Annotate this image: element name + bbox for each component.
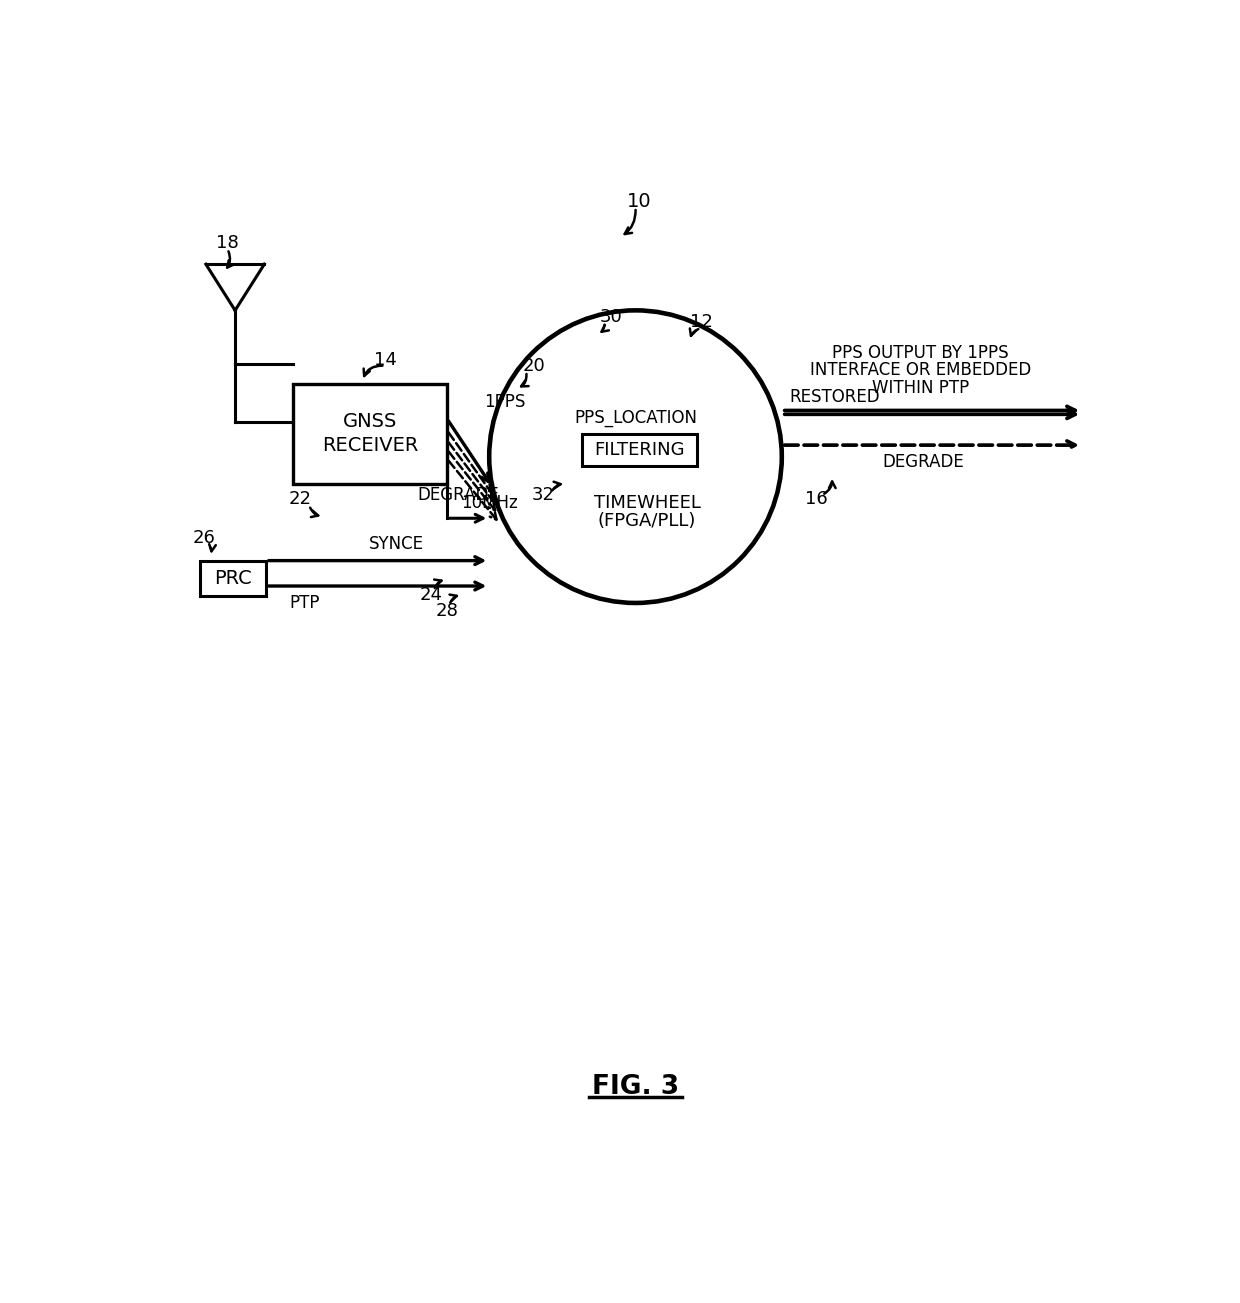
Text: 10MHz: 10MHz <box>461 494 517 512</box>
Text: GNSS: GNSS <box>342 412 397 431</box>
Text: 20: 20 <box>522 357 546 375</box>
Text: FILTERING: FILTERING <box>594 440 684 459</box>
Text: DEGRADE: DEGRADE <box>418 486 500 504</box>
Text: SYNCE: SYNCE <box>370 534 424 552</box>
Text: RECEIVER: RECEIVER <box>321 437 418 455</box>
Text: PTP: PTP <box>289 594 320 612</box>
Text: 28: 28 <box>435 602 459 620</box>
Text: (FPGA/PLL): (FPGA/PLL) <box>598 512 696 529</box>
Text: 1PPS: 1PPS <box>484 392 526 410</box>
Text: 10: 10 <box>627 192 652 211</box>
Text: PRC: PRC <box>215 569 252 588</box>
Bar <box>293 383 446 483</box>
Text: PPS OUTPUT BY 1PPS: PPS OUTPUT BY 1PPS <box>832 344 1008 362</box>
Text: WITHIN PTP: WITHIN PTP <box>872 379 968 397</box>
Text: 24: 24 <box>420 586 443 605</box>
Text: TIMEWHEEL: TIMEWHEEL <box>594 494 701 512</box>
Text: RESTORED: RESTORED <box>790 387 880 405</box>
Bar <box>201 560 265 595</box>
Text: 16: 16 <box>805 490 828 508</box>
Text: DEGRADE: DEGRADE <box>882 453 963 472</box>
Text: PPS_LOCATION: PPS_LOCATION <box>574 409 697 427</box>
Text: 12: 12 <box>689 313 713 331</box>
Text: 30: 30 <box>599 308 622 326</box>
Text: 26: 26 <box>193 529 216 547</box>
Text: INTERFACE OR EMBEDDED: INTERFACE OR EMBEDDED <box>810 361 1030 379</box>
Text: 32: 32 <box>532 486 554 504</box>
Bar <box>582 434 697 466</box>
Text: 18: 18 <box>216 235 238 253</box>
Text: 22: 22 <box>289 490 312 508</box>
Text: 14: 14 <box>373 352 397 370</box>
Text: FIG. 3: FIG. 3 <box>591 1074 680 1100</box>
